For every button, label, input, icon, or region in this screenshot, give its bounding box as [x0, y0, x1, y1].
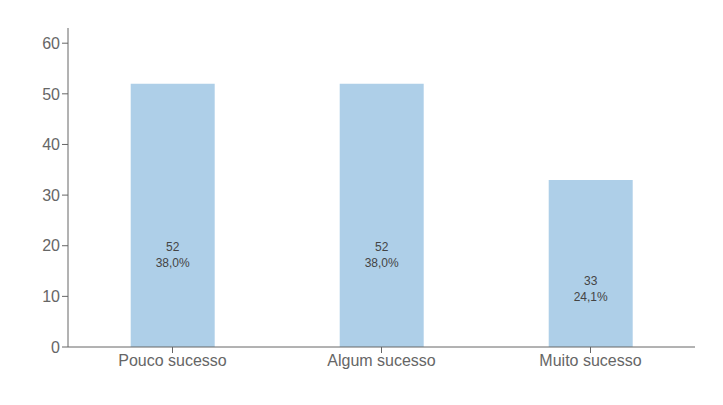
svg-text:5238,0%: 5238,0% — [365, 240, 399, 270]
svg-text:0: 0 — [51, 339, 60, 356]
svg-text:20: 20 — [42, 237, 60, 254]
svg-text:Muito sucesso: Muito sucesso — [539, 352, 641, 369]
svg-text:5238,0%: 5238,0% — [156, 240, 190, 270]
svg-text:30: 30 — [42, 187, 60, 204]
svg-text:40: 40 — [42, 136, 60, 153]
svg-text:3324,1%: 3324,1% — [574, 274, 608, 304]
svg-text:Pouco sucesso: Pouco sucesso — [118, 352, 227, 369]
svg-text:10: 10 — [42, 288, 60, 305]
svg-text:Algum sucesso: Algum sucesso — [327, 352, 436, 369]
svg-text:50: 50 — [42, 86, 60, 103]
svg-text:60: 60 — [42, 35, 60, 52]
